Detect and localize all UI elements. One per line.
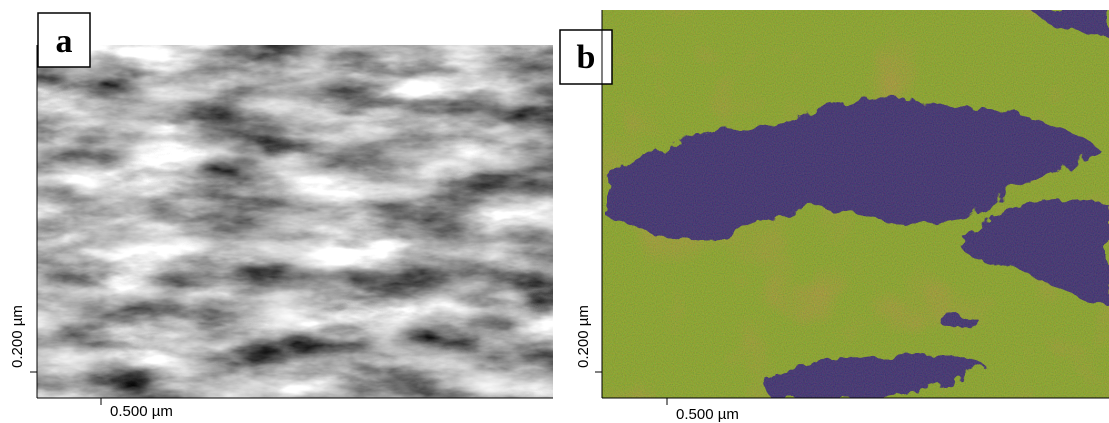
y-scale-label: 0.200 µm — [575, 305, 592, 368]
y-scale-label: 0.200 µm — [9, 305, 26, 368]
figure: a 0.500 µm 0.200 µm b 0.500 µm 0.200 µm — [0, 0, 1109, 423]
x-scale-label: 0.500 µm — [110, 403, 173, 420]
texture — [37, 45, 553, 398]
panel-a — [37, 45, 553, 398]
x-scale-label: 0.500 µm — [676, 406, 739, 423]
texture — [602, 10, 1109, 398]
panel-label: a — [56, 23, 73, 60]
panel-b — [602, 10, 1109, 398]
panel-label: b — [577, 39, 596, 76]
